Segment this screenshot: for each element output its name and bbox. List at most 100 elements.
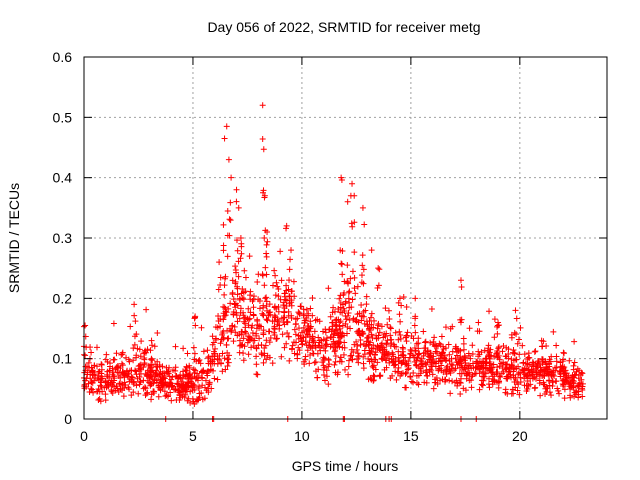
- data-point: [415, 351, 422, 358]
- data-point: [352, 290, 359, 297]
- data-point: [396, 328, 403, 335]
- data-point: [281, 344, 288, 351]
- data-point: [345, 371, 352, 378]
- data-point: [227, 325, 234, 332]
- data-point: [457, 277, 464, 284]
- data-point: [323, 341, 330, 348]
- data-point: [460, 385, 467, 392]
- data-point: [369, 335, 376, 342]
- data-point: [403, 369, 410, 376]
- data-point: [411, 344, 418, 351]
- data-point: [312, 342, 319, 349]
- data-point: [340, 305, 347, 312]
- data-point: [514, 387, 521, 394]
- data-point: [260, 331, 267, 338]
- data-point: [361, 221, 368, 228]
- data-point: [302, 317, 309, 324]
- data-point: [163, 382, 170, 389]
- data-point: [131, 301, 138, 308]
- data-point: [88, 386, 95, 393]
- data-point: [236, 296, 243, 303]
- data-point: [107, 360, 114, 367]
- data-point: [233, 186, 240, 193]
- data-point: [292, 316, 299, 323]
- data-point: [333, 316, 340, 323]
- data-point: [99, 375, 106, 382]
- data-point: [351, 285, 358, 292]
- data-point: [291, 350, 298, 357]
- data-point: [448, 361, 455, 368]
- data-point: [314, 374, 321, 381]
- data-point: [215, 286, 222, 293]
- data-point: [220, 334, 227, 341]
- data-point: [511, 329, 518, 336]
- data-point: [135, 363, 142, 370]
- data-point: [460, 366, 467, 373]
- data-point: [82, 352, 89, 359]
- data-point: [561, 350, 568, 357]
- data-point: [233, 198, 240, 205]
- data-point: [151, 376, 158, 383]
- data-point: [457, 353, 464, 360]
- data-point: [364, 334, 371, 341]
- data-point: [90, 389, 97, 396]
- data-point: [497, 374, 504, 381]
- data-point: [363, 293, 370, 300]
- data-point: [142, 392, 149, 399]
- data-point: [174, 387, 181, 394]
- data-point: [249, 329, 256, 336]
- data-point: [399, 348, 406, 355]
- data-point: [412, 329, 419, 336]
- data-point: [355, 359, 362, 366]
- data-point: [332, 327, 339, 334]
- data-point: [131, 312, 138, 319]
- data-point: [198, 369, 205, 376]
- data-point: [255, 342, 262, 349]
- data-point: [180, 345, 187, 352]
- data-point: [505, 346, 512, 353]
- data-point: [355, 353, 362, 360]
- data-point: [343, 316, 350, 323]
- data-point: [370, 317, 377, 324]
- data-point: [532, 384, 539, 391]
- data-point: [151, 343, 158, 350]
- data-point: [500, 343, 507, 350]
- data-point: [254, 278, 261, 285]
- data-point: [411, 322, 418, 329]
- data-point: [394, 368, 401, 375]
- data-point: [221, 304, 228, 311]
- data-point: [431, 334, 438, 341]
- data-point: [209, 353, 216, 360]
- data-point: [232, 278, 239, 285]
- data-point: [336, 343, 343, 350]
- data-point: [543, 388, 550, 395]
- data-point: [234, 283, 241, 290]
- data-point: [271, 267, 278, 274]
- data-point: [278, 353, 285, 360]
- data-point: [220, 247, 227, 254]
- data-point: [205, 389, 212, 396]
- data-point: [447, 325, 454, 332]
- data-point: [109, 390, 116, 397]
- data-point: [102, 391, 109, 398]
- data-point: [454, 346, 461, 353]
- data-point: [286, 293, 293, 300]
- data-point: [327, 334, 334, 341]
- data-point: [332, 358, 339, 365]
- data-point: [201, 384, 208, 391]
- data-point: [499, 365, 506, 372]
- data-point: [442, 324, 449, 331]
- data-point: [157, 386, 164, 393]
- data-point: [142, 349, 149, 356]
- data-point: [261, 282, 268, 289]
- data-point: [263, 271, 270, 278]
- data-point: [570, 362, 577, 369]
- data-point: [285, 333, 292, 340]
- data-point: [98, 366, 105, 373]
- data-point: [412, 361, 419, 368]
- data-point: [347, 275, 354, 282]
- data-point: [119, 362, 126, 369]
- data-point: [212, 345, 219, 352]
- data-point: [475, 319, 482, 326]
